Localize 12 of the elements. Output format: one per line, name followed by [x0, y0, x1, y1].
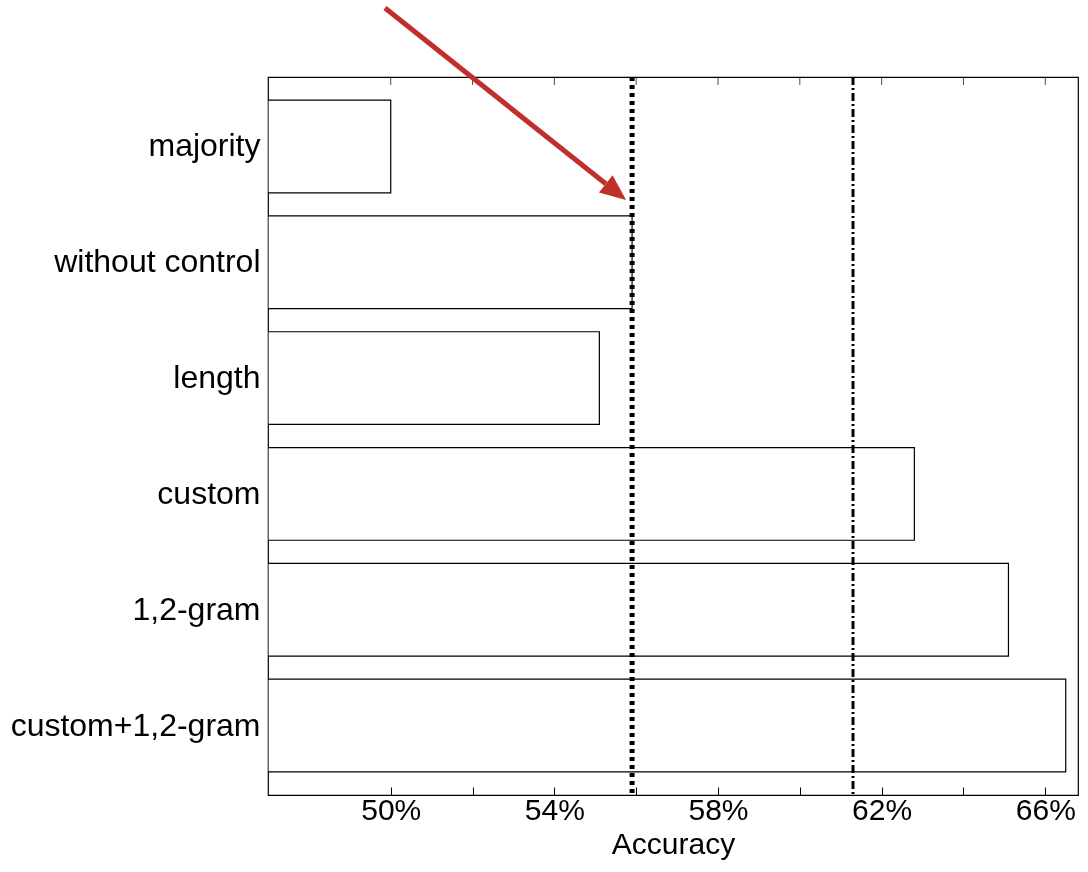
x-tick-label: 62% — [852, 792, 913, 826]
y-tick-label: without control — [53, 243, 261, 280]
x-tick-label: 58% — [688, 792, 749, 826]
x-tick-label: 66% — [1015, 792, 1076, 826]
y-tick-label: length — [173, 359, 261, 396]
y-tick-label: majority — [148, 127, 261, 164]
x-axis-title: Accuracy — [611, 826, 736, 860]
y-tick-label: custom+1,2-gram — [10, 706, 261, 743]
x-tick-label: 54% — [524, 792, 585, 826]
y-tick-label: custom — [157, 474, 261, 511]
y-tick-label: 1,2-gram — [132, 590, 261, 627]
x-tick-label: 50% — [361, 792, 422, 826]
